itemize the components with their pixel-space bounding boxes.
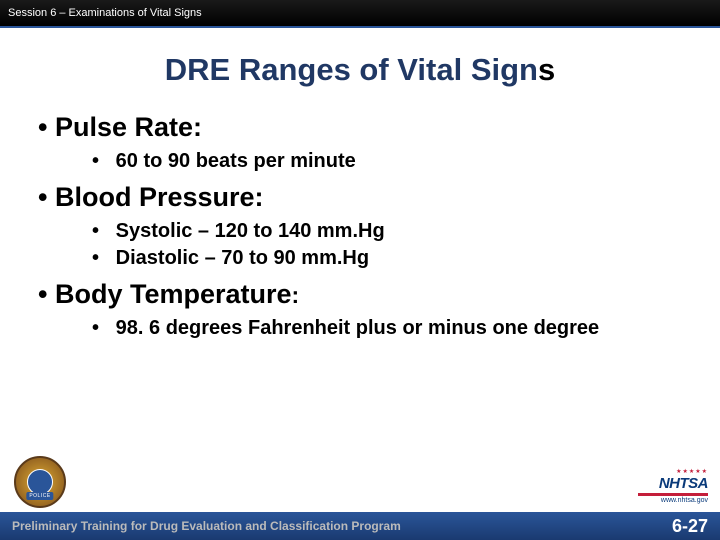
title-main: DRE Ranges of Vital Sign xyxy=(165,52,538,87)
bullet-blood-pressure: Blood Pressure: xyxy=(38,182,682,213)
nhtsa-bar xyxy=(638,493,708,496)
sub-bullet: Diastolic – 70 to 90 mm.Hg xyxy=(92,246,682,271)
content-area: Pulse Rate: 60 to 90 beats per minute Bl… xyxy=(0,112,720,341)
sub-bullet: Systolic – 120 to 140 mm.Hg xyxy=(92,219,682,244)
bullet-body-temp: Body Temperature: xyxy=(38,279,682,310)
sub-bullet: 60 to 90 beats per minute xyxy=(92,149,682,174)
header-bar: Session 6 – Examinations of Vital Signs xyxy=(0,0,720,28)
nhtsa-name: NHTSA xyxy=(638,475,708,492)
nhtsa-logo: ★★★★★ NHTSA www.nhtsa.gov xyxy=(638,468,708,508)
program-name: Preliminary Training for Drug Evaluation… xyxy=(12,519,401,533)
nhtsa-url: www.nhtsa.gov xyxy=(638,497,708,504)
police-badge-icon: POLICE xyxy=(14,456,66,508)
session-label: Session 6 – Examinations of Vital Signs xyxy=(8,7,202,19)
nhtsa-stars-icon: ★★★★★ xyxy=(638,468,708,475)
page-number: 6-27 xyxy=(672,516,708,537)
sub-bullet: 98. 6 degrees Fahrenheit plus or minus o… xyxy=(92,316,682,341)
bullet-pulse-rate: Pulse Rate: xyxy=(38,112,682,143)
title-area: DRE Ranges of Vital Signs xyxy=(0,28,720,104)
bullet-body-temp-label: Body Temperature xyxy=(55,279,292,309)
title-trailing: s xyxy=(538,52,555,87)
slide-title: DRE Ranges of Vital Signs xyxy=(20,52,700,88)
badge-label: POLICE xyxy=(26,492,53,500)
bullet-body-temp-colon: : xyxy=(292,282,300,308)
badge-outer: POLICE xyxy=(14,456,66,508)
footer-bar: Preliminary Training for Drug Evaluation… xyxy=(0,512,720,540)
